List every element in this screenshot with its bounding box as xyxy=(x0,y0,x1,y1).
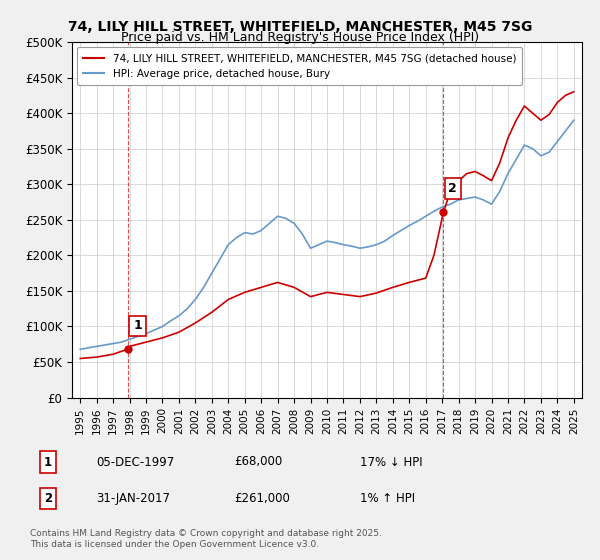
Text: 2: 2 xyxy=(44,492,52,505)
Legend: 74, LILY HILL STREET, WHITEFIELD, MANCHESTER, M45 7SG (detached house), HPI: Ave: 74, LILY HILL STREET, WHITEFIELD, MANCHE… xyxy=(77,47,523,85)
Text: 1% ↑ HPI: 1% ↑ HPI xyxy=(360,492,415,505)
Text: 17% ↓ HPI: 17% ↓ HPI xyxy=(360,455,422,469)
Text: 1: 1 xyxy=(133,319,142,332)
Text: Price paid vs. HM Land Registry's House Price Index (HPI): Price paid vs. HM Land Registry's House … xyxy=(121,31,479,44)
Text: 2: 2 xyxy=(448,182,457,195)
Text: £261,000: £261,000 xyxy=(234,492,290,505)
Text: 05-DEC-1997: 05-DEC-1997 xyxy=(96,455,174,469)
Text: £68,000: £68,000 xyxy=(234,455,282,469)
Text: 1: 1 xyxy=(44,455,52,469)
Text: 74, LILY HILL STREET, WHITEFIELD, MANCHESTER, M45 7SG: 74, LILY HILL STREET, WHITEFIELD, MANCHE… xyxy=(68,20,532,34)
Text: 31-JAN-2017: 31-JAN-2017 xyxy=(96,492,170,505)
Text: Contains HM Land Registry data © Crown copyright and database right 2025.
This d: Contains HM Land Registry data © Crown c… xyxy=(30,529,382,549)
